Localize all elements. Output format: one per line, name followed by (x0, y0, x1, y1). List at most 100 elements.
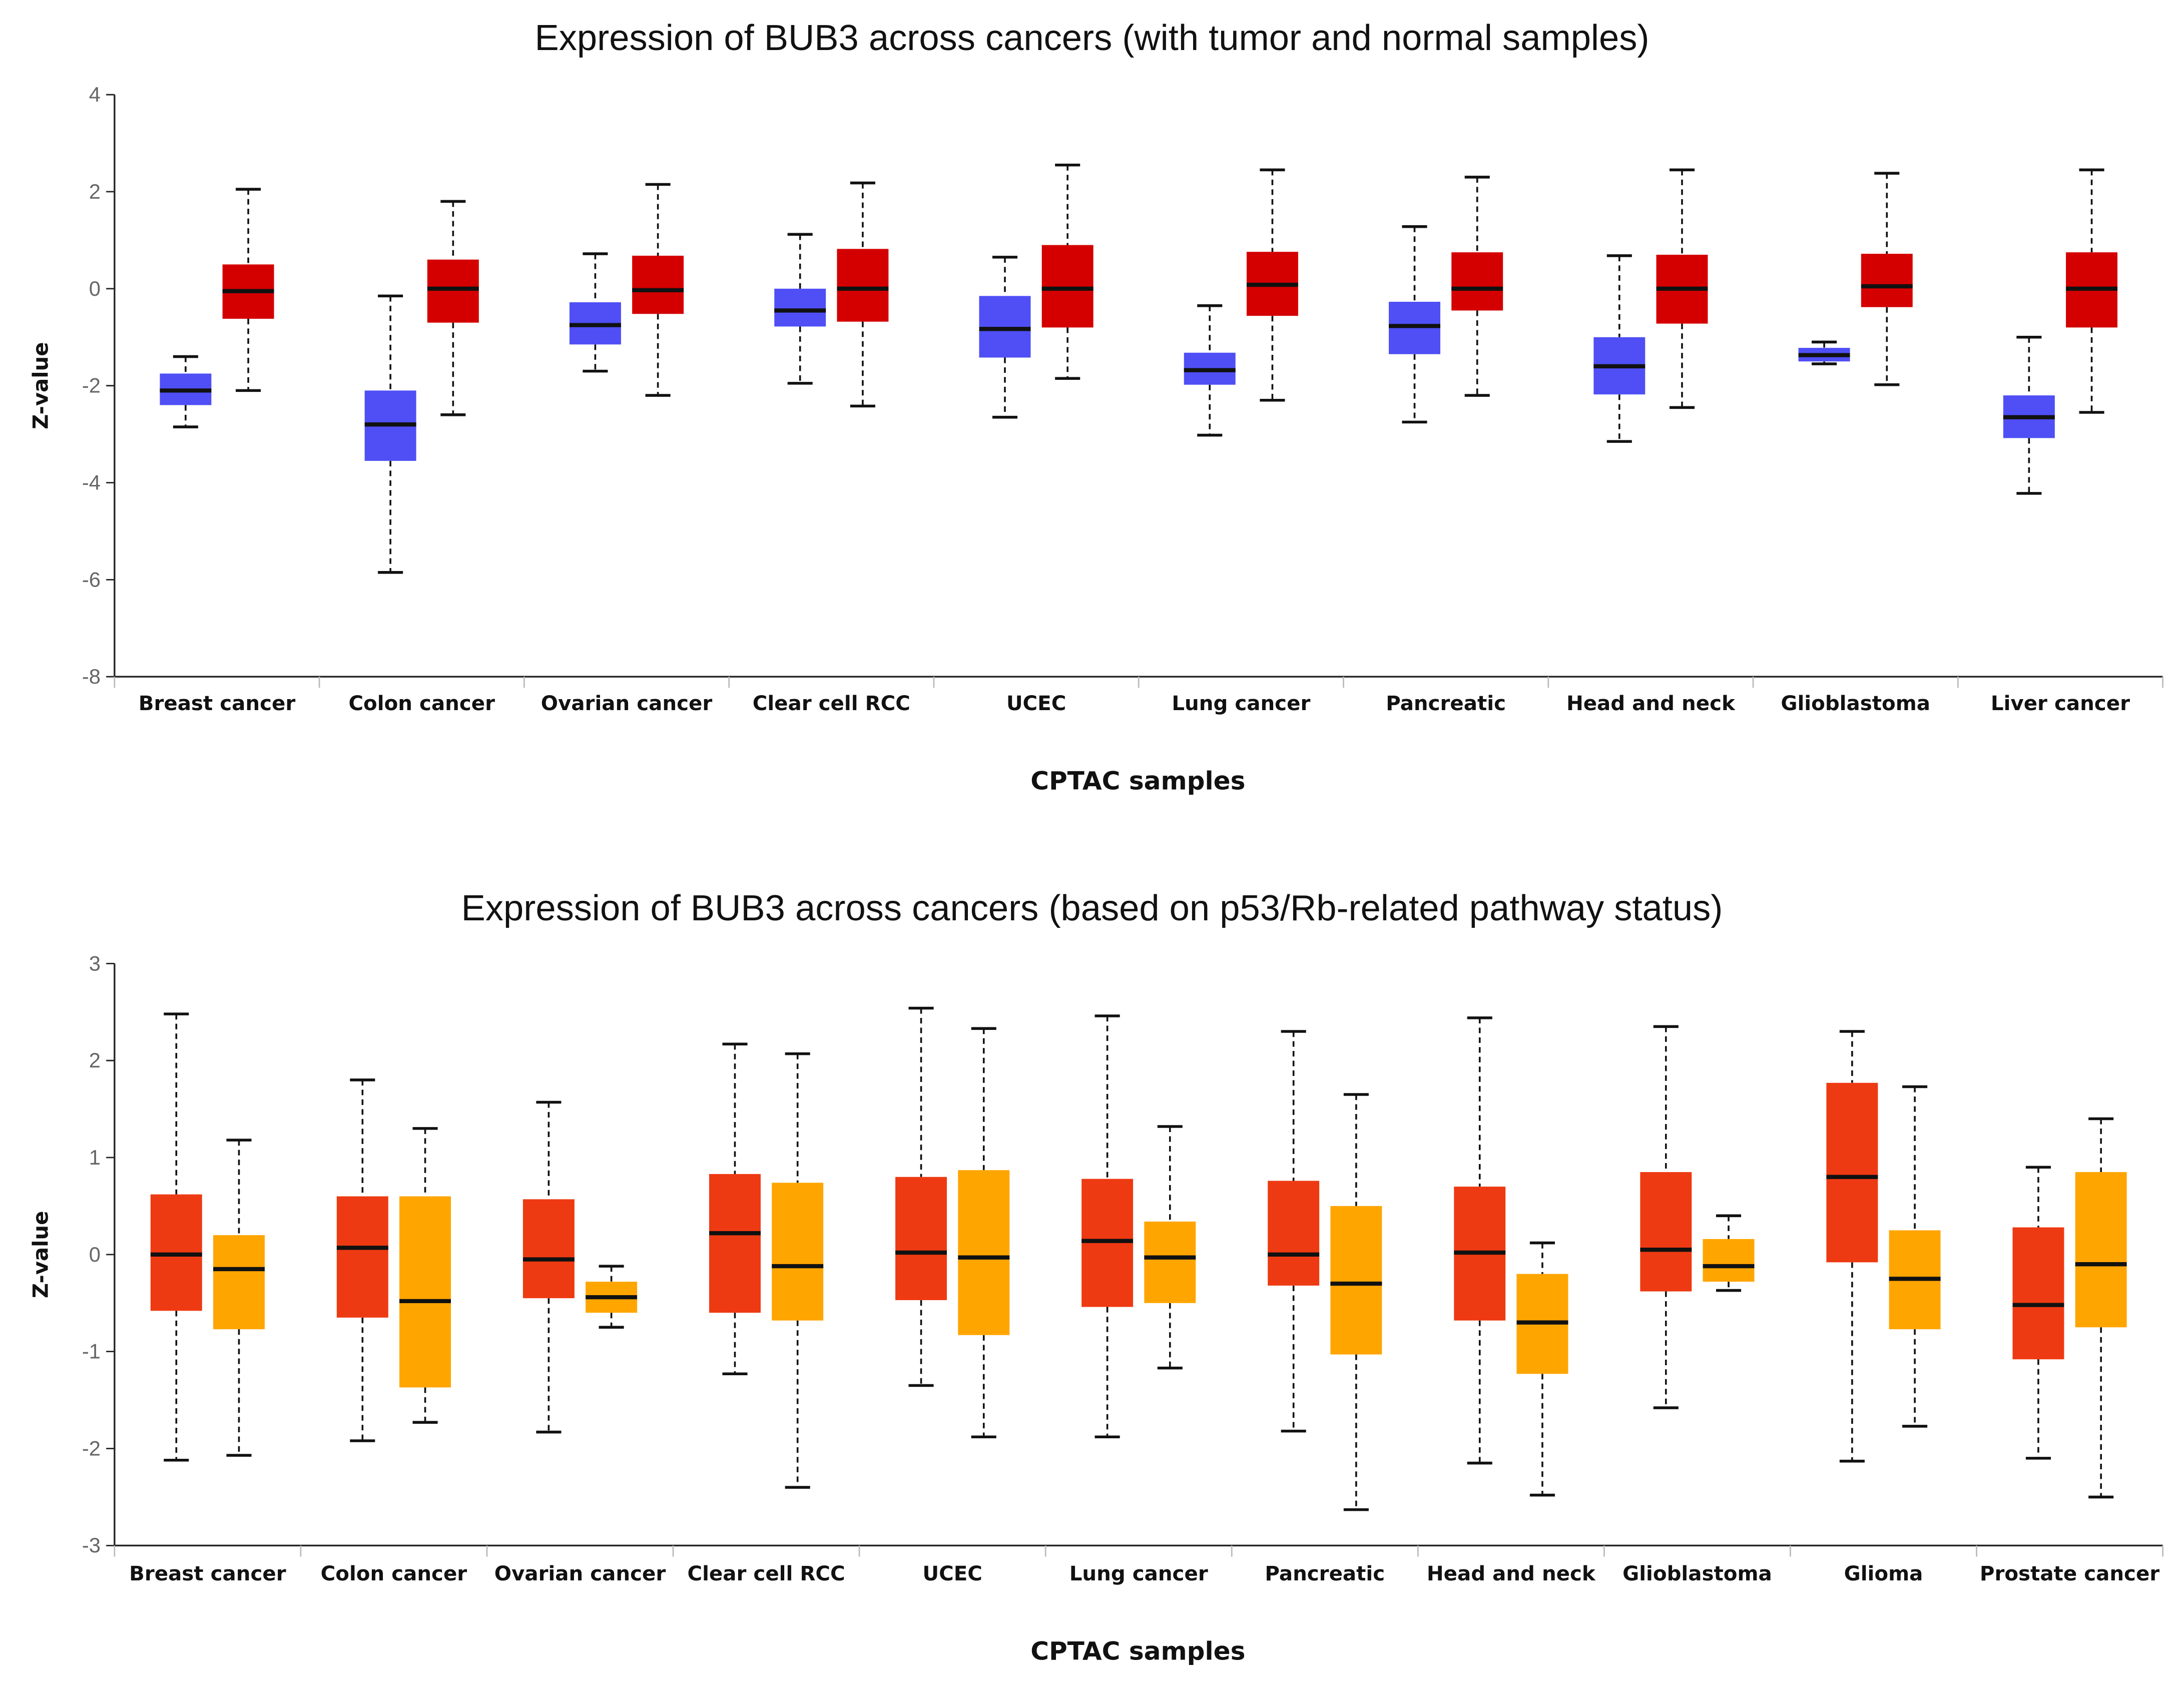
box-b (1330, 1093, 1382, 1511)
y-tick-label: 2 (89, 1048, 101, 1072)
iqr-box (336, 1196, 388, 1318)
x-tick-label: UCEC (1006, 692, 1066, 715)
box-a (1454, 1016, 1506, 1465)
iqr-box (774, 288, 826, 327)
box-a (709, 1042, 761, 1376)
x-tick-label: Ovarian cancer (494, 1562, 666, 1585)
x-tick-label: Breast cancer (139, 692, 296, 715)
x-tick-label: Lung cancer (1069, 1562, 1208, 1585)
box-a (979, 256, 1031, 419)
iqr-box (772, 1183, 824, 1321)
x-tick-label: Prostate cancer (1980, 1562, 2159, 1585)
x-tick-label: Clear cell RCC (753, 692, 910, 715)
box-a (1640, 1025, 1692, 1409)
x-tick-label: Pancreatic (1386, 692, 1506, 715)
y-tick-label: 0 (89, 1243, 101, 1266)
box-b (1516, 1241, 1568, 1497)
iqr-box (522, 1199, 575, 1299)
box-a (1798, 340, 1850, 365)
box-b (427, 200, 479, 416)
iqr-box (632, 255, 684, 314)
y-tick-label: -6 (82, 568, 101, 591)
y-tick-label: -4 (82, 470, 101, 494)
chart-tumor-normal: Expression of BUB3 across cancers (with … (28, 18, 2163, 796)
box-a (2012, 1166, 2064, 1460)
iqr-box (213, 1235, 265, 1330)
x-axis-label: CPTAC samples (1030, 767, 1245, 796)
x-tick-label: Lung cancer (1172, 692, 1310, 715)
y-tick-label: 2 (89, 180, 101, 203)
box-b (1041, 163, 1094, 380)
box-a (336, 1078, 388, 1442)
box-b (632, 183, 684, 397)
iqr-box (1330, 1206, 1382, 1355)
box-a (1826, 1030, 1878, 1463)
iqr-box (958, 1170, 1010, 1335)
x-axis-label: CPTAC samples (1030, 1636, 1245, 1665)
box-b (772, 1052, 824, 1489)
chart-title: Expression of BUB3 across cancers (based… (461, 888, 1723, 928)
box-a (2003, 335, 2055, 495)
x-tick-label: Colon cancer (321, 1562, 467, 1585)
box-b (586, 1265, 638, 1329)
iqr-box (399, 1196, 451, 1388)
box-a (522, 1100, 575, 1434)
x-tick-label: Pancreatic (1265, 1562, 1385, 1585)
box-a (774, 233, 826, 385)
box-a (1593, 254, 1646, 443)
box-b (213, 1139, 265, 1457)
iqr-box (1861, 254, 1913, 307)
iqr-box (1451, 252, 1503, 311)
box-a (1184, 304, 1236, 437)
x-tick-label: Head and neck (1566, 692, 1736, 715)
box-b (399, 1127, 451, 1424)
x-tick-label: Glioblastoma (1781, 692, 1930, 715)
box-b (1144, 1125, 1196, 1370)
y-tick-label: -2 (82, 1436, 101, 1460)
box-b (958, 1027, 1010, 1439)
iqr-box (837, 249, 889, 322)
iqr-box (979, 296, 1031, 358)
iqr-box (895, 1177, 947, 1300)
x-tick-label: Glioblastoma (1622, 1562, 1772, 1585)
box-b (2066, 168, 2118, 414)
box-b (222, 188, 274, 392)
box-b (1451, 176, 1503, 397)
iqr-box (1640, 1172, 1692, 1292)
box-b (1656, 168, 1708, 409)
box-a (569, 252, 621, 373)
iqr-box (2012, 1227, 2064, 1360)
y-axis-label: Z-value (28, 1211, 53, 1298)
iqr-box (709, 1174, 761, 1313)
iqr-box (1268, 1181, 1320, 1286)
box-b (1703, 1214, 1755, 1292)
x-tick-label: UCEC (922, 1562, 982, 1585)
box-b (1246, 168, 1298, 402)
box-a (895, 1006, 947, 1387)
box-a (160, 355, 212, 428)
x-tick-label: Breast cancer (129, 1562, 286, 1585)
box-a (1268, 1030, 1320, 1433)
iqr-box (1041, 245, 1094, 328)
y-tick-label: 3 (89, 951, 101, 975)
box-a (1081, 1014, 1134, 1439)
box-b (1889, 1085, 1941, 1428)
chart-pathway-status: Expression of BUB3 across cancers (based… (28, 888, 2163, 1665)
y-tick-label: 0 (89, 277, 101, 300)
box-a (364, 294, 416, 574)
chart-title: Expression of BUB3 across cancers (with … (535, 18, 1650, 58)
x-tick-label: Head and neck (1427, 1562, 1596, 1585)
box-b (2075, 1117, 2127, 1499)
y-tick-label: -8 (82, 665, 101, 688)
y-tick-label: -2 (82, 374, 101, 397)
y-tick-label: -3 (82, 1533, 101, 1557)
x-tick-label: Clear cell RCC (688, 1562, 845, 1585)
y-tick-label: 1 (89, 1146, 101, 1169)
iqr-box (2075, 1172, 2127, 1328)
iqr-box (427, 259, 479, 323)
x-tick-label: Ovarian cancer (541, 692, 713, 715)
y-axis-label: Z-value (28, 342, 53, 429)
box-a (1389, 225, 1440, 424)
x-tick-label: Glioma (1844, 1562, 1923, 1585)
